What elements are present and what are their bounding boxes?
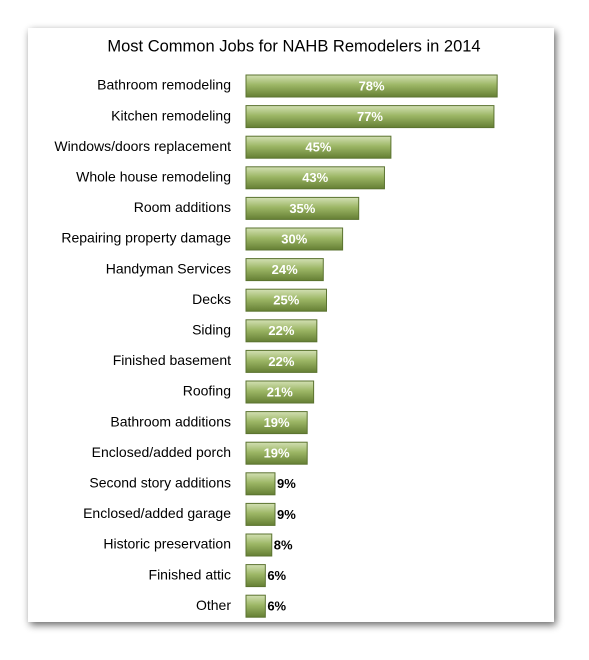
value-label: 35% [289,201,315,216]
category-label: Repairing property damage [61,230,231,246]
bar [245,105,495,129]
category-label: Bathroom additions [110,413,231,429]
bar [245,441,308,465]
value-label: 6% [267,599,286,614]
bar [245,472,276,496]
value-label: 77% [357,109,383,124]
bar [245,533,273,557]
category-label: Room additions [134,199,231,215]
category-label: Finished basement [113,352,231,368]
value-label: 8% [274,537,293,552]
bar [245,319,318,343]
bar [245,411,308,435]
category-label: Enclosed/added garage [83,505,231,521]
category-label: Second story additions [89,475,231,491]
value-label: 9% [277,507,296,522]
bar [245,288,327,312]
value-label: 78% [359,78,385,93]
category-label: Enclosed/added porch [92,444,231,460]
category-label: Other [196,597,231,613]
value-label: 30% [281,231,307,246]
bar [245,196,360,220]
category-label: Roofing [183,383,231,399]
category-label: Kitchen remodeling [111,107,231,123]
bar [245,502,276,526]
bar [245,564,266,588]
value-label: 24% [272,262,298,277]
category-label: Finished attic [149,566,231,582]
bar [245,74,498,98]
bar [245,380,315,404]
category-label: Whole house remodeling [76,169,231,185]
category-label: Handyman Services [106,260,231,276]
value-label: 25% [273,293,299,308]
value-label: 45% [305,140,331,155]
category-label: Windows/doors replacement [54,138,231,154]
value-label: 19% [264,446,290,461]
bar [245,135,392,159]
chart-title: Most Common Jobs for NAHB Remodelers in … [107,37,480,55]
category-label: Decks [192,291,231,307]
value-label: 22% [268,354,294,369]
bar [245,594,266,618]
category-label: Bathroom remodeling [97,77,231,93]
bar [245,349,318,373]
value-label: 43% [302,170,328,185]
bar [245,166,385,190]
category-label: Siding [192,322,231,338]
category-label: Historic preservation [103,536,231,552]
bar [245,227,344,251]
value-label: 19% [264,415,290,430]
value-label: 9% [277,476,296,491]
value-label: 6% [267,568,286,583]
bar [245,258,324,282]
value-label: 22% [268,323,294,338]
value-label: 21% [267,384,293,399]
